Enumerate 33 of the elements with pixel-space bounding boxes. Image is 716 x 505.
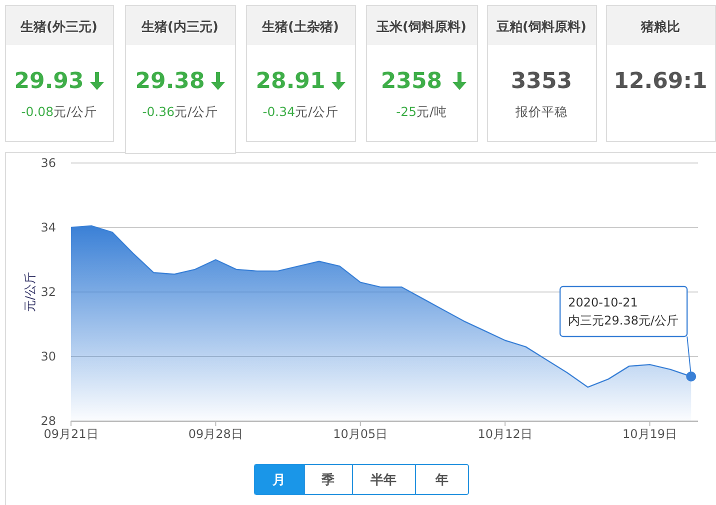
y-tick-label: 30: [40, 350, 56, 364]
y-axis-title: 元/公斤: [23, 272, 37, 312]
annotation: 2020-10-21 内三元29.38元/公斤: [568, 295, 679, 328]
text: -0.36元/公斤: [142, 104, 218, 119]
y-tick-label: 34: [40, 220, 56, 234]
text: 生猪(内三元): [140, 20, 218, 35]
text: -0.08元/公斤: [21, 104, 97, 119]
text: 猪粮比: [640, 19, 680, 35]
text: 玉米(饲料原料): [376, 20, 466, 35]
text: 季: [320, 472, 334, 488]
text: 生猪(外三元): [20, 20, 98, 35]
x-tick-label: 09月28日: [188, 427, 243, 441]
text: -0.34元/公斤: [262, 104, 338, 119]
text: 半年: [370, 473, 396, 488]
x-tick-label: 10月05日: [333, 427, 388, 441]
text: 年: [434, 473, 448, 488]
text: 豆粕(饲料原料): [496, 20, 586, 35]
text: 报价平稳: [514, 104, 568, 119]
y-tick-label: 36: [40, 156, 56, 170]
text: 12.69:1: [614, 69, 708, 94]
text: -25元/吨: [396, 104, 447, 119]
x-tick-label: 10月12日: [478, 427, 532, 441]
text: 28.91: [256, 69, 326, 94]
y-tick-label: 28: [40, 414, 56, 428]
text: 3353: [510, 69, 572, 94]
x-tick-label: 09月21日: [44, 427, 98, 441]
x-tick-label: 10月19日: [622, 427, 678, 441]
text: 生猪(土杂猪): [261, 20, 339, 35]
y-tick-label: 32: [40, 285, 56, 299]
text: 29.93: [14, 69, 84, 94]
text: 2358: [380, 69, 442, 94]
text: 29.38: [135, 69, 205, 94]
text: 月: [272, 473, 286, 488]
